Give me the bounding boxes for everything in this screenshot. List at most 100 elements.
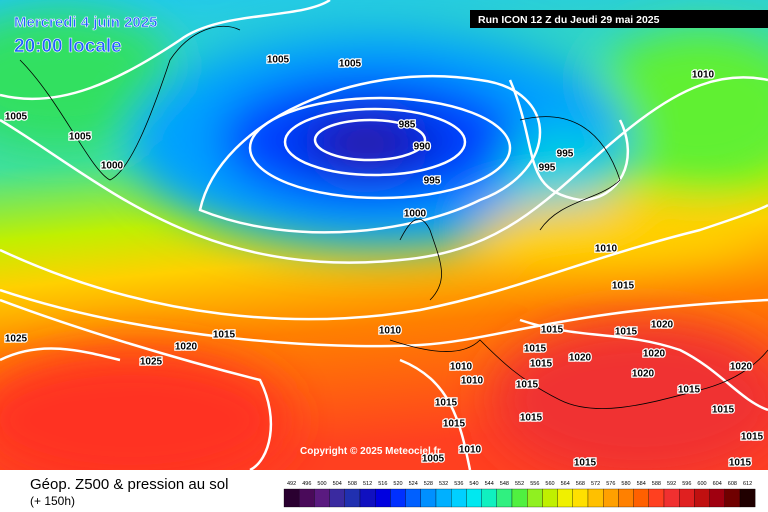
isobar-label: 1015 (712, 405, 735, 416)
isobar-label: 995 (557, 149, 574, 160)
legend-value: 528 (424, 481, 433, 487)
isobar-labels: 1005 100510051005100098599099599599510001… (4, 53, 765, 470)
isobar-label: 1015 (516, 380, 539, 391)
map-field (0, 0, 768, 470)
forecast-date: Mercredi 4 juin 2025 (14, 14, 157, 31)
legend-value: 608 (728, 481, 737, 487)
legend-swatch (739, 488, 756, 508)
legend-swatch (557, 488, 573, 508)
isobar-label: 1020 (632, 369, 655, 380)
legend: 492 496 500 504 508 512 516 520 524 528 532 536 540 5… (283, 481, 756, 508)
legend-swatch (663, 488, 680, 508)
isobar-label: 1015 (213, 330, 236, 341)
legend-swatch (344, 488, 361, 508)
legend-swatch (618, 488, 634, 508)
run-info: Run ICON 12 Z du Jeudi 29 mai 2025 (478, 14, 660, 26)
isobar-label: 985 (399, 120, 416, 131)
legend-swatch (709, 488, 725, 508)
legend-swatch (375, 488, 391, 508)
isobar-label: 1015 (443, 419, 466, 430)
isobar-label: 1020 (643, 349, 666, 360)
legend-value: 612 (743, 481, 752, 487)
run-box (470, 10, 768, 28)
isobar-label: 1015 (678, 385, 701, 396)
legend-swatch (724, 488, 741, 508)
isobar-label: 1005 (5, 112, 28, 123)
legend-swatch (496, 488, 513, 508)
isobar-label: 1015 (520, 413, 543, 424)
legend-swatch (466, 488, 482, 508)
legend-swatch (435, 488, 452, 508)
legend-value: 568 (576, 481, 585, 487)
legend-swatch (633, 488, 649, 508)
legend-value: 560 (545, 481, 554, 487)
legend-value: 596 (682, 481, 691, 487)
isobar-label: 1020 (569, 353, 592, 364)
legend-value: 524 (409, 481, 418, 487)
isobar-label: 1000 (101, 161, 124, 172)
isobar-label: 1010 (595, 244, 618, 255)
legend-value: 520 (393, 481, 402, 487)
isobar-label: 1005 (267, 55, 290, 66)
isobar-label: 1010 (379, 326, 402, 337)
legend-value: 584 (637, 481, 646, 487)
legend-swatch (451, 488, 467, 508)
legend-swatch (572, 488, 589, 508)
isobar-label: 1015 (574, 458, 597, 469)
legend-value: 500 (317, 481, 326, 487)
legend-swatch (283, 488, 300, 508)
legend-swatch (694, 488, 710, 508)
legend-swatch (314, 488, 330, 508)
isobar-label: 1015 (729, 458, 752, 469)
isobar-label: 1005 (339, 59, 362, 70)
legend-value: 532 (439, 481, 448, 487)
isobar-label: 1005 (69, 132, 92, 143)
legend-value: 496 (302, 481, 311, 487)
legend-value: 540 (469, 481, 478, 487)
isobar-label: 1010 (461, 376, 484, 387)
coastlines (19, 26, 768, 409)
legend-value: 576 (606, 481, 615, 487)
isobar-label: 1015 (435, 398, 458, 409)
legend-swatch (527, 488, 543, 508)
legend-value: 544 (485, 481, 494, 487)
isobar-label: 1015 (530, 359, 553, 370)
legend-value: 600 (697, 481, 706, 487)
isobar-label: 1015 (741, 432, 764, 443)
legend-swatch (329, 488, 345, 508)
isobar-label: 1005 (422, 454, 445, 465)
isobar-label: 1015 (541, 325, 564, 336)
legend-swatch (648, 488, 665, 508)
legend-value: 548 (500, 481, 509, 487)
legend-value: 536 (454, 481, 463, 487)
footer-title: Géop. Z500 & pression au sol (30, 476, 228, 493)
legend-swatch (542, 488, 558, 508)
legend-swatch (405, 488, 421, 508)
legend-value: 512 (363, 481, 372, 487)
legend-value: 588 (652, 481, 661, 487)
legend-value: 492 (287, 481, 296, 487)
isobar-label: 1025 (140, 357, 163, 368)
legend-swatch (511, 488, 528, 508)
legend-swatch (603, 488, 619, 508)
legend-swatch (420, 488, 437, 508)
legend-swatch (587, 488, 604, 508)
isobar-label: 1010 (450, 362, 473, 373)
legend-swatch (359, 488, 376, 508)
copyright: Copyright © 2025 Meteociel.fr (300, 446, 441, 457)
legend-value: 592 (667, 481, 676, 487)
legend-value: 580 (621, 481, 630, 487)
legend-swatch (481, 488, 497, 508)
legend-value: 604 (713, 481, 722, 487)
legend-swatch (679, 488, 695, 508)
legend-value: 556 (530, 481, 539, 487)
isobar-label: 1020 (175, 342, 198, 353)
legend-value: 572 (591, 481, 600, 487)
forecast-time: 20:00 locale (14, 36, 122, 57)
legend-value: 516 (378, 481, 387, 487)
footer-subtitle: (+ 150h) (30, 494, 75, 508)
isobars (0, 0, 768, 470)
legend-value: 508 (348, 481, 357, 487)
legend-swatch (390, 488, 406, 508)
isobar-label: 1020 (730, 362, 753, 373)
